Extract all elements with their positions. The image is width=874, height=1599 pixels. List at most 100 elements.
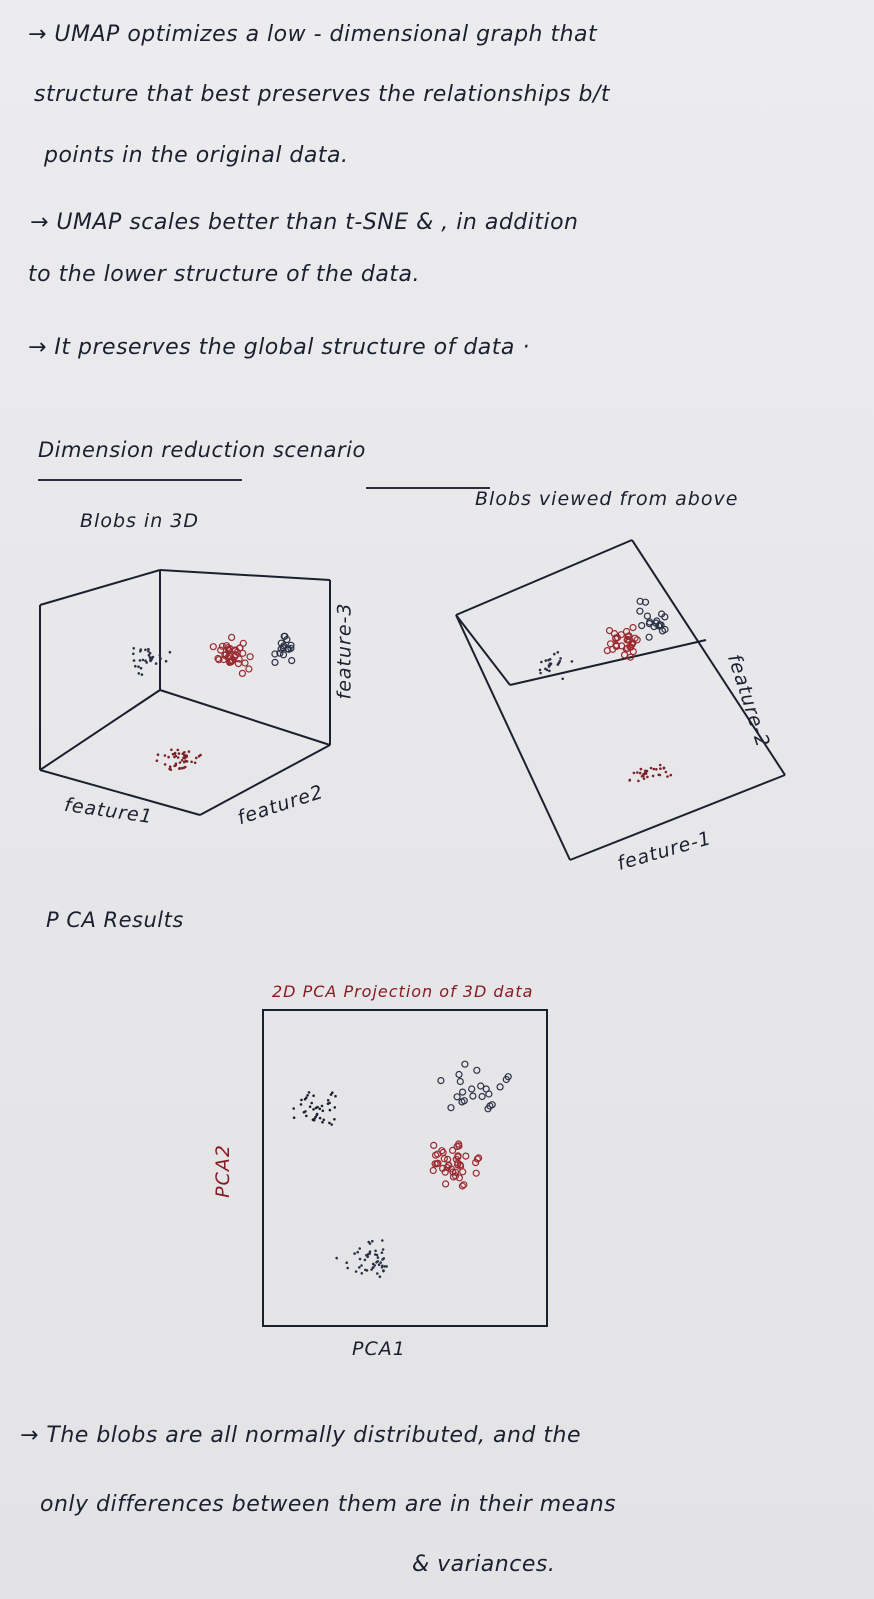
- blob-point-red: [605, 626, 614, 635]
- pca-point-dark: [331, 1091, 334, 1094]
- blob-point-dark: [159, 657, 162, 660]
- blob-point-floor: [163, 763, 167, 766]
- pca-point-dark: [315, 1113, 319, 1117]
- blob-point-floor: [642, 777, 646, 780]
- pca-point-red: [439, 1148, 447, 1157]
- pca-point-dark: [326, 1099, 330, 1102]
- pca-point-red: [441, 1168, 449, 1176]
- pca-point-dark: [312, 1108, 315, 1111]
- blob-point-dark: [168, 650, 172, 654]
- blob-point-floor: [174, 754, 178, 758]
- blob-point-dark: [148, 651, 152, 655]
- pca-point-ring: [456, 1077, 464, 1086]
- blob-point-dark: [556, 651, 560, 654]
- blob-point-floor: [651, 774, 655, 778]
- pca-x-label: PCA1: [352, 1338, 406, 1360]
- pca-point-lower: [382, 1257, 386, 1260]
- blob-point-red: [245, 665, 253, 673]
- blob-point-dark: [140, 673, 144, 676]
- blob-point-red: [624, 632, 632, 641]
- pca-point-red: [472, 1169, 480, 1177]
- pca-point-red: [456, 1161, 464, 1169]
- blob-point-red: [626, 653, 635, 661]
- blob-point-red: [209, 643, 217, 651]
- pca-point-lower: [379, 1261, 383, 1264]
- blob-point-red: [215, 656, 223, 664]
- blob-point-dark: [139, 666, 143, 670]
- blob-point-floor: [183, 755, 187, 759]
- pca-point-red: [455, 1140, 463, 1148]
- blob-point-floor: [644, 771, 647, 774]
- caption-blobs-3d: Blobs in 3D: [80, 510, 200, 532]
- blob-point-floor: [178, 761, 182, 764]
- pca-point-red: [440, 1155, 448, 1163]
- blob-point-floor: [632, 771, 636, 775]
- blob-point-ring: [641, 598, 650, 606]
- blob-point-dark: [557, 661, 561, 665]
- blob-point-ring: [287, 644, 295, 652]
- pca-point-lower: [345, 1261, 349, 1264]
- pca-point-ring: [486, 1102, 494, 1110]
- pca-point-lower: [353, 1252, 356, 1255]
- blob-point-floor: [177, 752, 181, 755]
- pca-point-ring: [478, 1092, 486, 1101]
- pca-point-ring: [477, 1082, 485, 1090]
- blob-point-floor: [176, 748, 180, 752]
- pca-point-lower: [381, 1239, 384, 1242]
- section-title-pca-results: P CA Results: [46, 908, 184, 932]
- note-line-3: points in the original data.: [44, 143, 349, 168]
- blob-point-ring: [271, 650, 279, 658]
- pca-point-dark: [305, 1096, 308, 1099]
- blob-point-dark: [149, 658, 152, 662]
- pca-point-dark: [326, 1102, 330, 1105]
- pca-point-lower: [358, 1257, 362, 1261]
- blob-point-red: [629, 647, 637, 656]
- blob-point-dark: [137, 665, 140, 668]
- blob-point-red: [228, 656, 236, 665]
- pca-point-lower: [381, 1248, 385, 1251]
- pca-point-lower: [380, 1266, 384, 1269]
- blob-point-ring: [661, 625, 669, 634]
- blob-point-red: [629, 639, 637, 647]
- blob-point-floor: [638, 771, 642, 775]
- pca-point-lower: [374, 1249, 377, 1253]
- blob-point-red: [221, 651, 229, 659]
- blob-point-floor: [658, 763, 662, 767]
- note-line-4: → UMAP scales better than t-SNE & , in a…: [30, 210, 579, 235]
- blob-point-ring: [650, 622, 658, 631]
- blob-point-floor: [655, 768, 658, 771]
- blob-point-ring: [271, 658, 279, 667]
- blob-point-dark: [548, 669, 551, 673]
- blob-point-floor: [178, 767, 181, 771]
- pca-point-ring: [504, 1073, 512, 1081]
- blob-point-floor: [187, 750, 191, 753]
- pca-point-lower: [378, 1275, 382, 1278]
- blob-point-ring: [281, 632, 289, 640]
- pca-point-lower: [377, 1263, 381, 1266]
- blob-point-dark: [137, 672, 141, 675]
- blob-point-floor: [174, 762, 178, 765]
- blob-point-red: [624, 635, 632, 643]
- blob-point-floor: [664, 770, 668, 774]
- pca-point-lower: [360, 1264, 363, 1267]
- pca-point-lower: [366, 1255, 370, 1259]
- pca-point-ring: [458, 1098, 466, 1106]
- blob-point-red: [220, 655, 228, 664]
- blob-point-dark: [132, 659, 136, 662]
- section-title-dimension-reduction: Dimension reduction scenario: [38, 438, 366, 462]
- blob-point-floor: [184, 765, 187, 769]
- blob-point-floor: [659, 767, 662, 770]
- blob-point-floor: [639, 767, 643, 771]
- pca-point-red: [434, 1159, 442, 1167]
- blob-point-ring: [279, 651, 288, 659]
- blob-point-dark: [138, 659, 142, 662]
- left-3d-box: [39, 569, 331, 816]
- pca-point-lower: [371, 1266, 375, 1269]
- blob-point-dark: [544, 667, 547, 671]
- pca-point-ring: [447, 1104, 455, 1112]
- blob-point-dark: [154, 662, 158, 665]
- blob-point-floor: [180, 759, 184, 762]
- cluster-dots: [132, 597, 673, 1278]
- pca-point-ring: [469, 1092, 477, 1100]
